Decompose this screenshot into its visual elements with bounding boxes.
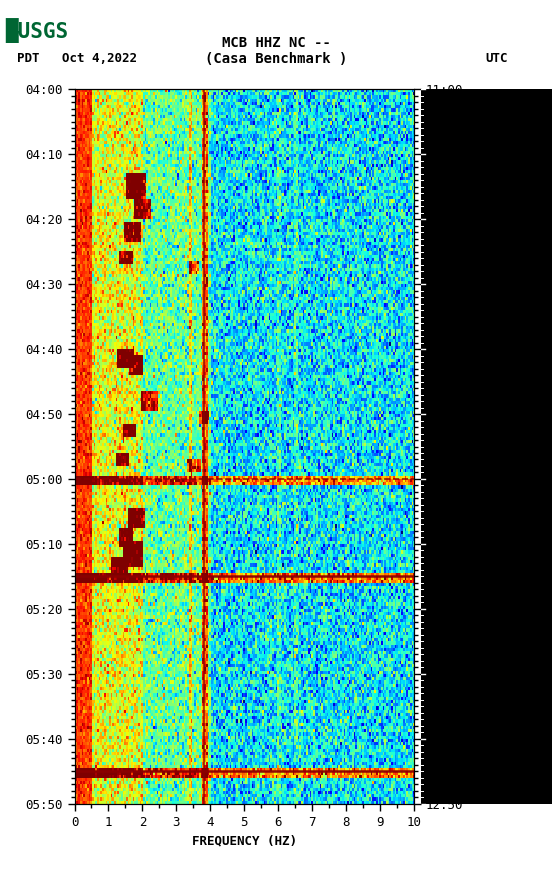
Text: MCB HHZ NC --: MCB HHZ NC -- bbox=[221, 36, 331, 50]
X-axis label: FREQUENCY (HZ): FREQUENCY (HZ) bbox=[192, 834, 297, 847]
Text: PDT   Oct 4,2022: PDT Oct 4,2022 bbox=[17, 53, 136, 65]
Text: (Casa Benchmark ): (Casa Benchmark ) bbox=[205, 52, 347, 66]
Text: █USGS: █USGS bbox=[6, 18, 68, 43]
Text: UTC: UTC bbox=[486, 53, 508, 65]
